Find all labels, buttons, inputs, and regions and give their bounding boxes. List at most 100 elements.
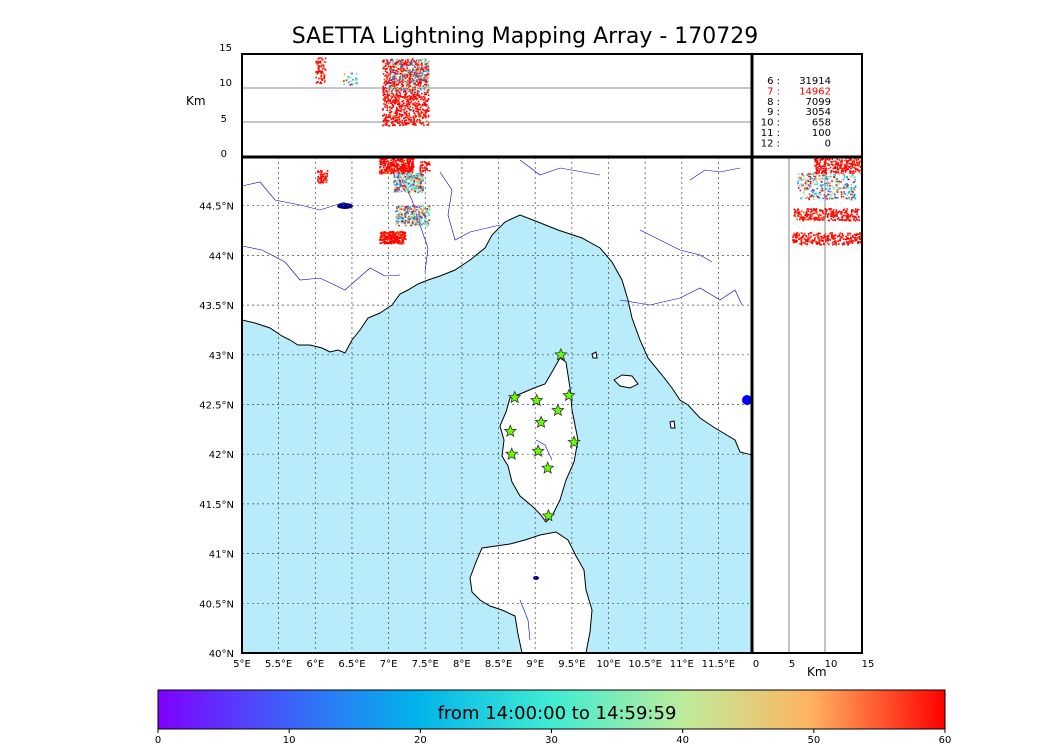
lightning-point xyxy=(393,164,395,167)
lightning-point xyxy=(386,78,388,80)
lightning-point xyxy=(412,122,415,124)
lightning-point xyxy=(393,96,396,98)
lightning-point xyxy=(403,237,405,239)
lightning-point xyxy=(405,123,408,125)
lightning-point xyxy=(384,75,386,77)
lightning-point xyxy=(408,99,410,101)
lightning-point xyxy=(829,194,832,196)
lightning-point xyxy=(399,68,401,71)
lightning-point xyxy=(406,159,408,162)
lightning-point xyxy=(397,81,399,83)
lightning-point xyxy=(418,113,420,116)
lightning-point xyxy=(386,61,389,63)
lightning-point xyxy=(392,94,395,97)
lightning-point xyxy=(393,174,396,177)
lightning-point xyxy=(863,241,865,243)
lightning-point xyxy=(817,242,820,244)
lightning-point xyxy=(853,172,855,174)
lightning-point xyxy=(388,114,390,117)
lightning-point xyxy=(831,212,834,214)
lightning-point xyxy=(395,92,398,94)
lightning-point xyxy=(416,179,418,181)
lightning-point xyxy=(847,187,850,189)
lightning-point xyxy=(395,108,398,111)
lightning-point xyxy=(382,171,385,174)
lightning-point xyxy=(805,236,808,238)
lightning-point xyxy=(851,213,853,216)
lightning-point xyxy=(409,96,412,98)
lightning-point xyxy=(832,235,834,238)
lightning-point xyxy=(851,193,853,195)
lightning-point xyxy=(414,207,417,210)
lightning-point xyxy=(398,242,400,245)
lightning-point xyxy=(409,109,411,111)
lightning-point xyxy=(382,94,385,96)
lightning-point xyxy=(401,212,403,214)
lightning-point xyxy=(795,211,798,214)
lightning-point xyxy=(832,164,834,167)
station-star xyxy=(541,461,555,474)
lightning-point xyxy=(407,59,409,61)
lightning-point xyxy=(408,108,410,110)
lightning-point xyxy=(396,112,399,114)
lightning-point xyxy=(399,95,402,97)
lightning-point xyxy=(811,173,813,176)
lightning-point xyxy=(858,165,860,167)
lightning-point xyxy=(410,119,413,121)
lightning-point xyxy=(411,185,413,187)
lightning-point xyxy=(394,89,396,92)
lightning-point xyxy=(845,238,847,241)
lightning-point xyxy=(392,105,395,107)
lightning-point xyxy=(824,197,827,199)
lightning-point xyxy=(396,79,399,82)
lightning-point xyxy=(381,171,383,173)
lightning-point xyxy=(389,72,392,74)
lightning-point xyxy=(391,87,393,90)
lightning-point xyxy=(856,168,859,170)
lightning-point xyxy=(392,160,395,163)
lightning-point xyxy=(396,164,399,166)
lightning-point xyxy=(428,122,430,124)
lightning-point xyxy=(855,234,858,236)
lightning-point xyxy=(401,173,404,176)
lightning-point xyxy=(401,222,403,224)
lightning-point xyxy=(822,239,824,242)
lightning-point xyxy=(845,159,848,162)
lightning-point xyxy=(402,161,405,164)
lightning-point xyxy=(849,170,851,172)
lightning-point xyxy=(398,215,401,218)
lightning-point xyxy=(811,213,813,216)
lightning-point xyxy=(427,115,430,118)
lightning-point xyxy=(419,216,421,218)
lightning-point xyxy=(404,105,407,107)
lightning-point xyxy=(396,122,399,124)
lightning-point xyxy=(388,80,391,82)
lightning-point xyxy=(390,82,393,84)
lightning-point xyxy=(407,174,409,177)
lightning-point xyxy=(412,102,414,105)
lightning-point xyxy=(814,192,816,195)
lightning-point xyxy=(412,205,414,207)
lightning-point xyxy=(423,83,426,86)
lightning-point xyxy=(806,215,808,218)
lightning-point xyxy=(813,209,816,211)
lightning-point xyxy=(800,197,802,200)
lightning-point xyxy=(802,234,804,237)
lightning-point xyxy=(405,206,408,209)
lightning-point xyxy=(838,187,840,189)
lightning-point xyxy=(419,184,421,186)
lightning-point xyxy=(407,176,409,179)
lightning-point xyxy=(407,73,409,75)
lightning-point xyxy=(422,214,424,217)
lightning-point xyxy=(384,234,387,236)
lightning-point xyxy=(386,162,388,165)
lightning-point xyxy=(825,169,828,171)
lightning-point xyxy=(391,58,394,61)
lightning-point xyxy=(858,241,861,243)
lightning-point xyxy=(426,210,429,213)
lightning-point xyxy=(385,172,387,175)
lightning-point xyxy=(320,65,322,68)
lightning-point xyxy=(326,173,328,175)
lightning-point xyxy=(799,189,802,192)
